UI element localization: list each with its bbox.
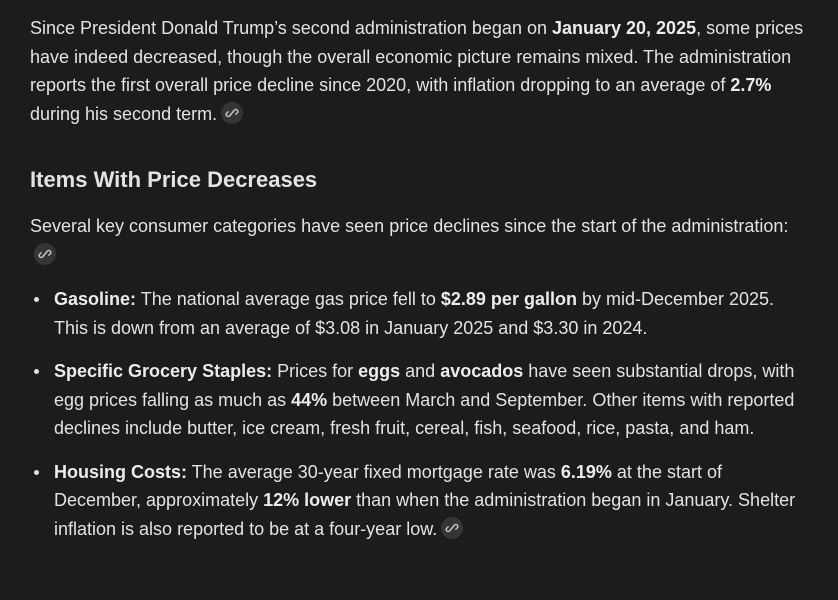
source-link[interactable] [221, 101, 244, 124]
bold-text: Housing Costs: [54, 461, 187, 482]
bold-text: avocados [440, 361, 524, 381]
source-link[interactable] [34, 242, 56, 265]
text: The average 30-year fixed mortgage rate … [187, 461, 561, 482]
text: Prices for [272, 361, 359, 381]
text: Since President Donald Trump’s second ad… [30, 18, 552, 38]
text: , some prices have indeed decreased, tho… [30, 18, 804, 95]
response: Since President Donald Trump’s second ad… [30, 14, 808, 558]
bold-text: eggs [358, 361, 401, 381]
intro-paragraph: Since President Donald Trump’s second ad… [30, 14, 808, 128]
text: and [400, 361, 441, 381]
list-item: Specific Grocery Staples: Prices for egg… [34, 357, 808, 443]
bold-text: January 20, 2025 [551, 18, 697, 38]
lead-paragraph: Several key consumer categories have see… [30, 212, 808, 269]
text: during his second term. [30, 103, 218, 124]
text: by mid-December 2025. This is down from … [54, 289, 775, 338]
bold-text: Gasoline: [54, 289, 137, 309]
bold-text: 44% [291, 389, 328, 410]
text: at the start of December, approximately [54, 461, 722, 511]
section-heading: Items With Price Decreases [30, 167, 318, 192]
list-item: Gasoline: The national average gas price… [34, 285, 808, 342]
bold-text: 2.7% [730, 75, 772, 95]
bold-text: Specific Grocery Staples: [54, 361, 273, 381]
text: have seen substantial drops, with egg pr… [54, 361, 795, 410]
list-item: Housing Costs: The average 30-year fixed… [34, 458, 808, 544]
text: The national average gas price fell to [136, 289, 441, 309]
item-list: Gasoline: The national average gas price… [30, 285, 808, 543]
text: between March and September. Other items… [54, 389, 795, 439]
bold-text: $2.89 per gallon [440, 289, 577, 309]
text: Several key consumer categories have see… [30, 216, 789, 236]
bold-text: 12% lower [263, 490, 352, 510]
source-link[interactable] [441, 516, 464, 539]
bold-text: 6.19% [560, 461, 612, 482]
text: than when the administration began in Ja… [54, 490, 796, 539]
